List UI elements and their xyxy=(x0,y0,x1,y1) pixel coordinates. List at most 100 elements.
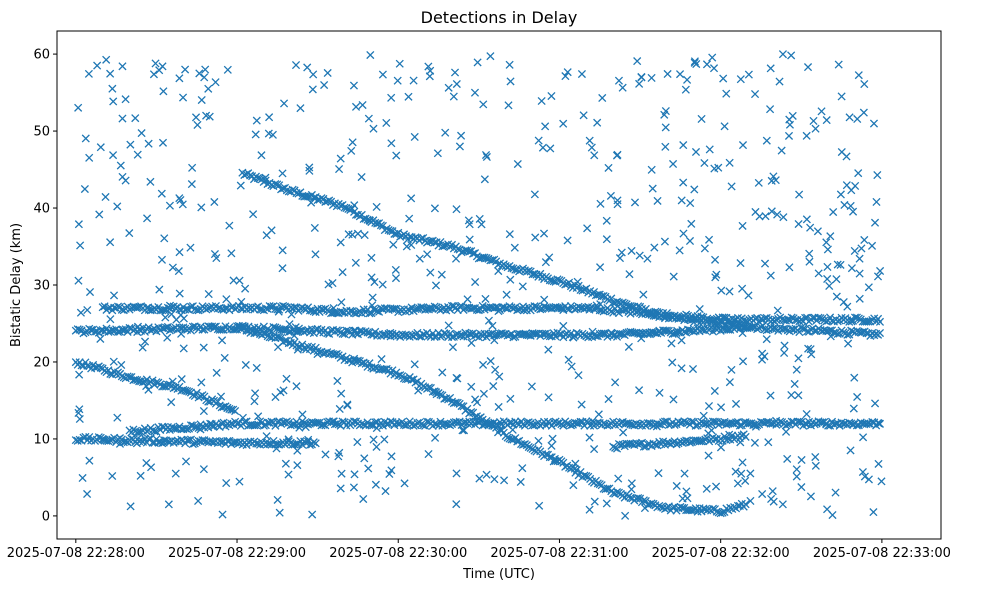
scatter-point xyxy=(846,201,855,210)
scatter-point xyxy=(378,70,387,79)
scatter-point xyxy=(673,326,682,335)
scatter-point xyxy=(391,265,400,274)
scatter-point xyxy=(767,207,776,216)
scatter-point xyxy=(661,123,670,132)
track-point-track-1 xyxy=(799,324,808,333)
scatter-point xyxy=(287,310,296,319)
scatter-point xyxy=(539,229,549,238)
scatter-point xyxy=(736,75,745,84)
scatter-point xyxy=(309,70,318,79)
scatter-point xyxy=(677,196,686,205)
scatter-point xyxy=(151,59,160,68)
scatter-point xyxy=(168,377,177,386)
track-point-band-12 xyxy=(603,421,612,430)
scatter-point xyxy=(604,394,613,404)
track-point-band-24 xyxy=(161,323,171,332)
scatter-point xyxy=(188,163,197,172)
scatter-point xyxy=(465,235,474,244)
scatter-point xyxy=(75,370,84,379)
scatter-point xyxy=(197,378,206,387)
scatter-point xyxy=(311,250,320,259)
scatter-point xyxy=(144,303,153,312)
scatter-point xyxy=(176,195,185,205)
scatter-point xyxy=(768,487,777,496)
scatter-point xyxy=(596,263,605,272)
scatter-point xyxy=(613,200,622,209)
scatter-point xyxy=(711,482,721,491)
scatter-point xyxy=(633,57,642,66)
scatter-point xyxy=(850,246,859,256)
scatter-point xyxy=(178,93,188,102)
scatter-point xyxy=(466,419,475,428)
scatter-point xyxy=(516,477,525,487)
scatter-point xyxy=(683,494,692,503)
scatter-point xyxy=(268,130,277,139)
scatter-point xyxy=(74,220,83,229)
scatter-point xyxy=(834,60,843,69)
scatter-point xyxy=(639,290,648,299)
scatter-point xyxy=(414,386,423,395)
scatter-point xyxy=(797,455,806,465)
scatter-point xyxy=(197,95,206,105)
scatter-point xyxy=(381,487,390,496)
scatter-point xyxy=(606,191,615,200)
scatter-point xyxy=(484,316,494,325)
track-point-track-3 xyxy=(603,484,612,493)
scatter-point xyxy=(250,397,259,406)
scatter-point xyxy=(380,435,389,444)
track-point-band-24 xyxy=(530,329,539,338)
scatter-point xyxy=(773,306,782,315)
scatter-point xyxy=(210,322,219,331)
scatter-point xyxy=(803,63,813,72)
scatter-point xyxy=(579,111,588,120)
scatter-point xyxy=(449,92,458,101)
scatter-point xyxy=(837,92,846,101)
track-point-band-24 xyxy=(680,327,689,336)
scatter-point xyxy=(372,202,381,211)
scatter-point xyxy=(116,369,125,378)
track-point-track-3 xyxy=(632,494,641,503)
scatter-point xyxy=(204,84,213,93)
scatter-point xyxy=(766,391,775,400)
scatter-point xyxy=(860,80,869,89)
scatter-point xyxy=(823,245,832,254)
scatter-point xyxy=(281,459,290,468)
scatter-point xyxy=(704,402,714,411)
scatter-point xyxy=(109,151,118,160)
scatter-point xyxy=(328,279,337,288)
scatter-point xyxy=(470,88,480,97)
scatter-point xyxy=(181,65,190,74)
scatter-point xyxy=(307,198,316,207)
scatter-point xyxy=(805,257,814,266)
track-point-band-24 xyxy=(739,324,748,333)
scatter-point xyxy=(874,459,883,468)
scatter-point xyxy=(157,189,166,198)
scatter-point xyxy=(561,72,570,81)
scatter-point xyxy=(369,124,378,133)
scatter-point xyxy=(822,420,831,429)
x-tick-label: 2025-07-08 22:32:00 xyxy=(652,546,790,561)
scatter-point xyxy=(569,481,578,490)
scatter-point xyxy=(700,244,709,253)
scatter-point xyxy=(750,90,760,99)
scatter-point xyxy=(471,277,480,287)
scatter-point xyxy=(377,355,386,364)
scatter-point xyxy=(832,292,841,301)
scatter-point xyxy=(74,103,83,112)
scatter-point xyxy=(822,116,831,125)
scatter-point xyxy=(161,313,170,322)
scatter-point xyxy=(252,363,261,373)
scatter-point xyxy=(452,79,461,89)
scatter-point xyxy=(387,452,396,461)
track-point-track-3 xyxy=(459,402,468,411)
scatter-point xyxy=(144,385,153,394)
scatter-point xyxy=(546,144,555,153)
scatter-point xyxy=(806,492,815,501)
scatter-point xyxy=(704,451,713,460)
scatter-point xyxy=(527,382,536,391)
track-point-band-27 xyxy=(183,304,192,314)
scatter-point xyxy=(176,310,185,320)
track-point-track-1 xyxy=(378,221,387,230)
scatter-point xyxy=(357,172,366,182)
scatter-point xyxy=(736,438,745,447)
